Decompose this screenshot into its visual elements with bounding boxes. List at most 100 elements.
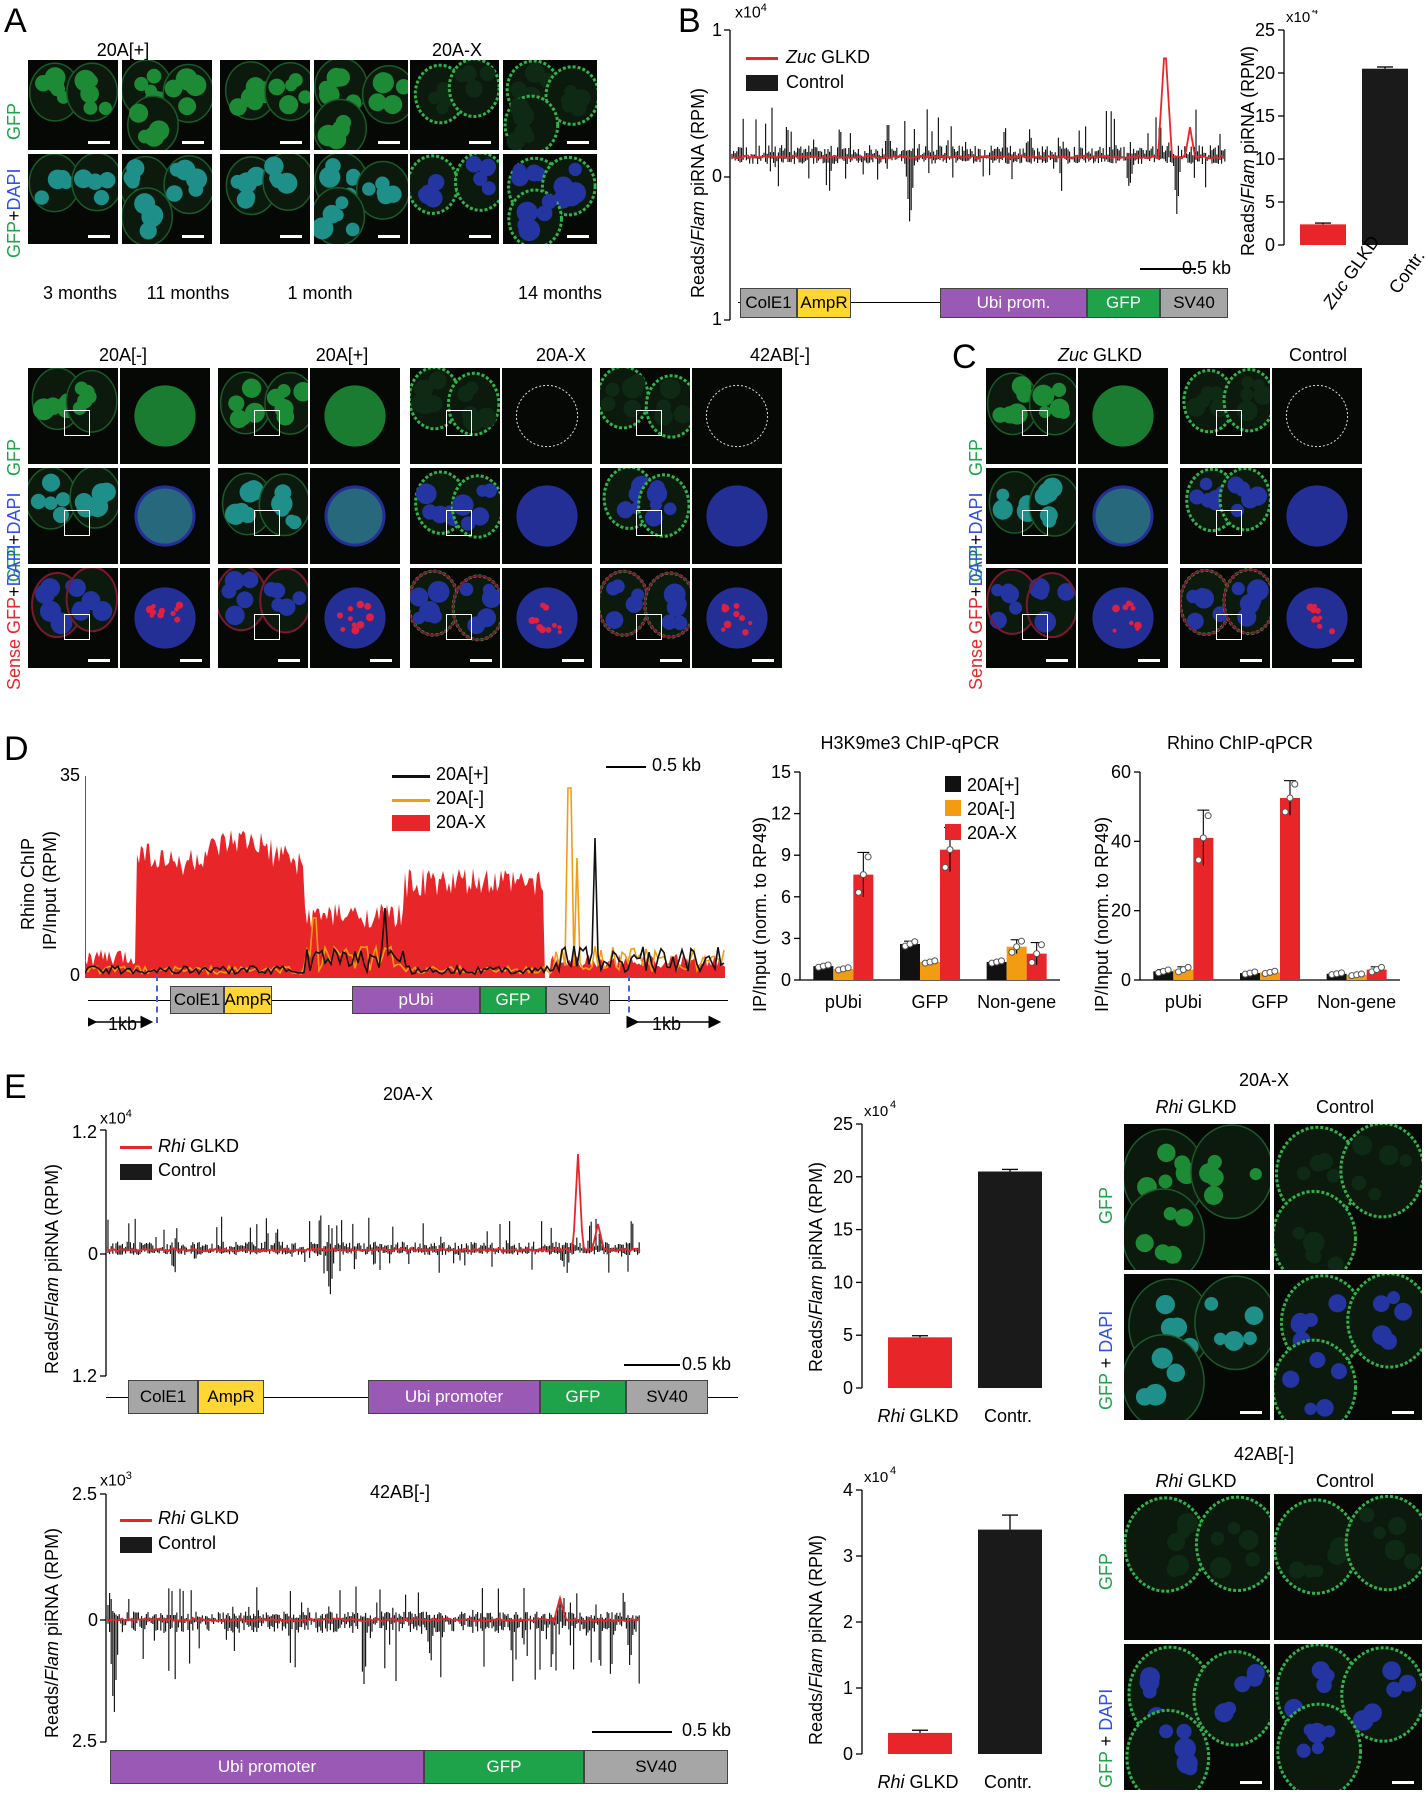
a-bot-sense-0 (28, 568, 118, 668)
b-legend-kd-swatch (746, 57, 778, 60)
rhino-xtick: GFP (1251, 992, 1288, 1012)
e1-gene-sv40: SV40 (626, 1380, 708, 1414)
e2-bar-xlabel-ctrl: Contr. (984, 1772, 1032, 1792)
e1-bar-exponent-power: 4 (890, 1099, 896, 1111)
d-ylabel-1: Rhino ChIP (18, 837, 38, 930)
a-bot-sense-2 (218, 568, 308, 668)
e2-bar-ylabel: Reads/Flam piRNA (RPM) (806, 1534, 826, 1745)
a-bot-gfp-7 (692, 368, 782, 464)
a-bot-gfpdapi-7 (692, 468, 782, 564)
e1-title: 20A-X (382, 1084, 434, 1104)
a-top-gfpdapi-0 (28, 154, 118, 244)
e1-coverage-plot (100, 1129, 641, 1377)
a-top-gfpdapi-1 (122, 154, 212, 244)
d-legend-swatch-x (392, 815, 430, 831)
a-bot-gfpdapi-2 (218, 468, 308, 564)
rhino-point (1286, 794, 1294, 802)
rhino-bar (1366, 969, 1387, 980)
e2-legend-ctrl: Control (158, 1533, 217, 1553)
e1-bar-ytick: 5 (843, 1325, 853, 1345)
b-bar-ytick: 25 (1255, 20, 1275, 40)
b-legend-kd: Zuc GLKD (786, 47, 871, 67)
panel-label-d: D (4, 730, 29, 768)
a-bot-gfp-3 (310, 368, 400, 464)
a-top-gfp-5 (503, 60, 597, 150)
d-flank-left: 1kb (108, 1014, 138, 1034)
a-bot-gfpdapi-5 (502, 468, 592, 564)
e1-rhi-coverage (107, 1153, 641, 1253)
e2-gene-ubi: Ubi promoter (110, 1750, 424, 1784)
rhino-point (1337, 969, 1345, 977)
rhino-bar (1280, 798, 1300, 980)
rhino-xtick: Non-gene (1317, 992, 1396, 1012)
h3k9-point (1017, 937, 1025, 945)
e1-bar-xlabel-kd: Rhi GLKD (877, 1406, 958, 1426)
b-ytick-bottom: 1 (712, 309, 723, 329)
rhino-point (1291, 780, 1299, 788)
c-sense-0 (986, 568, 1076, 668)
e2-exponent: x103 (100, 1470, 132, 1490)
c-gfp-0-roi-box (1022, 410, 1048, 436)
b-gene-ubi: Ubi prom. (940, 288, 1087, 318)
h3k9-point (931, 957, 939, 965)
header-20a-plus-2: 20A[+] (315, 345, 369, 365)
e2-micro-gfp-kd (1124, 1494, 1270, 1640)
h3k9-point (1028, 959, 1036, 967)
e1-ytick-mid: 0 (88, 1244, 99, 1264)
h3k9-ytick: 12 (771, 804, 791, 824)
c-gfpdapi-0 (986, 468, 1076, 564)
age-14-months: 14 months (517, 283, 603, 303)
e2-legend-kd: Rhi GLKD (158, 1508, 240, 1528)
e2-gene-sv40: SV40 (584, 1750, 728, 1784)
e2-bar-ytick: 2 (843, 1612, 853, 1632)
d-flank-arrows (88, 1015, 722, 1029)
d-20ax-area (85, 830, 725, 978)
h3k9-point (1008, 948, 1016, 956)
e1-bar-ytick: 15 (833, 1220, 853, 1240)
a-top-gfp-2 (220, 60, 310, 150)
e1-bar-ylabel: Reads/Flam piRNA (RPM) (806, 1161, 826, 1372)
e1-ytick-bottom: 1.2 (72, 1366, 98, 1386)
h3k9-legend-swatch (945, 824, 961, 840)
e1-micro-title: 20A-X (1238, 1070, 1290, 1090)
a-bot-gfpdapi-3 (310, 468, 400, 564)
rhino-point (1251, 968, 1259, 976)
c-sense-3 (1272, 568, 1362, 668)
d-legend-m: 20A[-] (436, 788, 485, 808)
e1-bar-bar-1 (978, 1171, 1042, 1388)
e1-scale-label: 0.5 kb (682, 1354, 732, 1374)
e2-micro-ctrl: Control (1315, 1471, 1375, 1491)
a-bot-gfp-2 (218, 368, 308, 464)
c-header-kd: Zuc GLKD (1057, 345, 1143, 365)
b-gene-sv40: SV40 (1160, 288, 1228, 318)
e1-legend-kd-swatch (120, 1146, 152, 1149)
rhino-point (1281, 808, 1289, 816)
h3k9-point (911, 938, 919, 946)
a-bot-sense-4 (410, 568, 500, 668)
e1-micro-gd-kd (1124, 1274, 1270, 1420)
d-ytick-top: 35 (60, 765, 81, 785)
e1-scale-bar (624, 1364, 680, 1366)
a-top-gfpdapi-4 (410, 154, 499, 244)
a-top-gfpdapi-3 (314, 154, 408, 244)
a-bot-sense-6 (600, 568, 690, 668)
h3k9-title: H3K9me3 ChIP-qPCR (820, 733, 1000, 753)
a-bot-sense-0-roi-box (64, 614, 90, 640)
b-legend-ctrl: Control (786, 72, 845, 92)
e2-micro-title: 42AB[-] (1233, 1444, 1295, 1464)
e2-coverage-plot (100, 1493, 641, 1743)
h3k9-bar (900, 943, 920, 980)
rhino-point (1377, 963, 1385, 971)
e1-micro-kd: Rhi GLKD (1155, 1097, 1237, 1117)
a-bot-gfpdapi-6-roi-box (636, 510, 662, 536)
e2-bar-ytick: 0 (843, 1744, 853, 1764)
a-top-gfpdapi-5 (503, 154, 597, 244)
panel-d-chip-plot (85, 776, 725, 978)
h3k9-legend-label: 20A[-] (967, 799, 1015, 819)
a-bot-gfp-4 (410, 368, 500, 464)
h3k9-bar (833, 968, 854, 980)
rhino-ytick: 60 (1111, 762, 1131, 782)
panel-label-b: B (678, 2, 701, 40)
b-bar-bar-0 (1300, 224, 1346, 245)
